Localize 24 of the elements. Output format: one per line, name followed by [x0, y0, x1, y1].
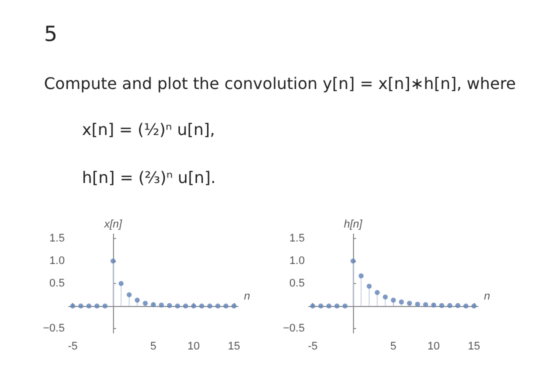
y-tick-label: 1.5: [49, 232, 65, 244]
x-tick-label: 10: [428, 340, 440, 352]
text: h[n] = (⅔)ⁿ u[n].: [82, 168, 216, 187]
x-tick-label: 10: [188, 340, 200, 352]
x-tick-label: -5: [308, 340, 318, 352]
x-axis-title: n: [244, 290, 250, 302]
text: x[n] = (½)ⁿ u[n],: [82, 120, 215, 139]
y-tick-label: 1.0: [49, 255, 65, 267]
text: Compute and plot the convolution y[n] = x[n]∗h[n], where: [44, 74, 516, 93]
y-axis-title: h[n]: [344, 218, 364, 230]
x-tick-label: -5: [68, 340, 78, 352]
y-tick-label: −0.5: [282, 322, 305, 334]
y-tick-label: 0.5: [289, 278, 305, 290]
y-axis-title: x[n]: [103, 218, 123, 230]
x-tick-label: 15: [468, 340, 480, 352]
x-axis-title: n: [484, 290, 490, 302]
chart-title: 5: [44, 22, 58, 46]
y-tick-label: −0.5: [42, 322, 65, 334]
x-tick-label: 15: [228, 340, 240, 352]
y-tick-label: 1.0: [289, 255, 305, 267]
y-tick-label: 0.5: [49, 278, 65, 290]
x-tick-label: 5: [390, 340, 396, 352]
x-tick-label: 5: [150, 340, 156, 352]
y-tick-label: 1.5: [289, 232, 305, 244]
